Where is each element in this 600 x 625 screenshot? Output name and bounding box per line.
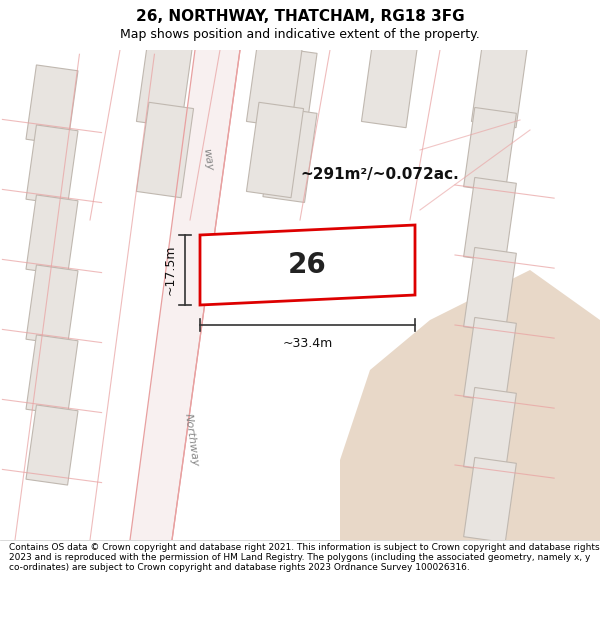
Polygon shape [26, 335, 78, 415]
Polygon shape [136, 102, 194, 198]
Text: way: way [201, 148, 214, 172]
Text: Contains OS data © Crown copyright and database right 2021. This information is : Contains OS data © Crown copyright and d… [9, 542, 599, 572]
Polygon shape [136, 32, 194, 128]
Text: 26, NORTHWAY, THATCHAM, RG18 3FG: 26, NORTHWAY, THATCHAM, RG18 3FG [136, 9, 464, 24]
Polygon shape [464, 318, 517, 402]
Polygon shape [26, 405, 78, 485]
Polygon shape [247, 102, 304, 198]
Polygon shape [26, 65, 78, 145]
Polygon shape [26, 195, 78, 275]
Text: ~33.4m: ~33.4m [283, 337, 332, 350]
Polygon shape [464, 248, 517, 332]
Polygon shape [26, 265, 78, 345]
Polygon shape [340, 270, 600, 540]
Text: Northway: Northway [182, 412, 200, 468]
Polygon shape [200, 225, 415, 305]
Polygon shape [263, 48, 317, 142]
Polygon shape [26, 125, 78, 205]
Polygon shape [464, 107, 517, 192]
Text: Map shows position and indicative extent of the property.: Map shows position and indicative extent… [120, 28, 480, 41]
Polygon shape [464, 388, 517, 472]
Polygon shape [472, 32, 529, 128]
Text: ~17.5m: ~17.5m [164, 245, 177, 295]
Polygon shape [464, 458, 517, 542]
Polygon shape [247, 32, 304, 128]
Polygon shape [464, 177, 517, 262]
Text: ~291m²/~0.072ac.: ~291m²/~0.072ac. [301, 168, 460, 182]
Polygon shape [361, 32, 419, 128]
Text: 26: 26 [288, 251, 327, 279]
Polygon shape [130, 50, 240, 540]
Polygon shape [263, 107, 317, 202]
